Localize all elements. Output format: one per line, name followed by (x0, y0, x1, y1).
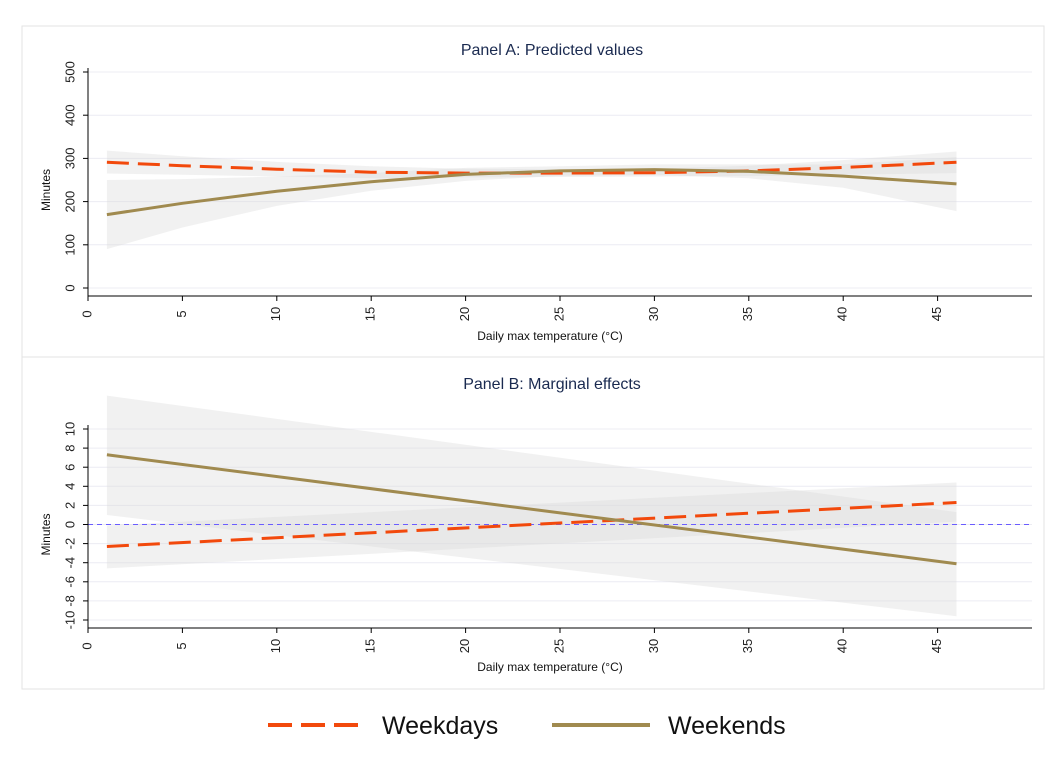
panel-b-x-tick-label: 25 (551, 639, 566, 653)
legend-label-weekdays: Weekdays (382, 712, 498, 740)
panel-b-x-tick-label: 40 (835, 639, 850, 653)
panel-b-x-tick-label: 15 (363, 639, 378, 653)
panel-b-y-tick-label: -4 (62, 557, 77, 569)
panel-b-y-tick-label: 10 (62, 422, 77, 436)
panel-a-x-tick-label: 10 (268, 307, 283, 321)
panel-a-y-tick-label: 300 (62, 148, 77, 170)
panel-b-line-weekends (106, 453, 957, 566)
legend: Weekdays Weekends (268, 712, 786, 740)
panel-b-y-tick-label: -10 (62, 611, 77, 630)
panel-b-x-tick-label: 10 (268, 639, 283, 653)
panel-a-x-tick-label: 15 (363, 307, 378, 321)
panel-b-title: Panel B: Marginal effects (463, 376, 641, 393)
panel-b-y-tick-label: 0 (62, 521, 77, 528)
panel-a-title: Panel A: Predicted values (461, 42, 643, 59)
panel-b-x-tick-label: 30 (646, 639, 661, 653)
panel-a-y-tick-label: 0 (62, 284, 77, 291)
panel-b-y-tick-label: 8 (62, 444, 77, 451)
panel-b-x-tick-label: 45 (929, 639, 944, 653)
panel-a-line-weekends (106, 168, 957, 217)
panel-a-frame (21, 25, 1045, 383)
panel-b-x-tick-label: 35 (740, 639, 755, 653)
panel-b-y-tick-label: -6 (62, 576, 77, 588)
panel-a-x-tick-label: 35 (740, 307, 755, 321)
panel-b-y-axis-label: Minutes (39, 513, 53, 555)
panel-a-x-tick-label: 5 (174, 310, 189, 317)
panel-b-y-tick-label: -8 (62, 595, 77, 607)
panel-b-marginal-effects: -10 -8 -6 -4 -2 0 2 4 6 8 10 0 5 10 15 20 25 30 35 40 45 Pane… (21, 356, 1045, 690)
panel-a-y-tick-label: 200 (62, 191, 77, 213)
panel-a-y-axis-label: Minutes (39, 169, 53, 211)
panel-a-x-tick-label: 30 (646, 307, 661, 321)
panel-a-ci-band-weekends (106, 157, 957, 250)
panel-a-x-tick-label: 25 (551, 307, 566, 321)
panel-b-x-tick-label: 20 (457, 639, 472, 653)
panel-b-x-axis-label: Daily max temperature (°C) (477, 660, 623, 674)
panel-b-ci-band-weekends (106, 395, 957, 617)
panel-b-frame (21, 356, 1045, 690)
panel-b-x-tick-label: 0 (79, 642, 94, 649)
panel-b-ci-band-weekdays (106, 482, 957, 569)
panel-a-x-tick-label: 45 (929, 307, 944, 321)
panel-b-y-tick-label: 2 (62, 502, 77, 509)
panel-a-y-tick-label: 400 (62, 104, 77, 126)
legend-label-weekends: Weekends (668, 712, 786, 740)
panel-b-x-tick-label: 5 (174, 642, 189, 649)
panel-a-x-tick-label: 0 (79, 310, 94, 317)
panel-a-y-tick-label: 500 (62, 61, 77, 83)
panel-b-y-tick-label: 4 (62, 483, 77, 490)
panel-a-x-tick-label: 20 (457, 307, 472, 321)
panel-a-predicted-values: 0 100 200 300 400 500 0 5 10 15 20 25 30 35 40 45 Panel … (21, 25, 1045, 383)
panel-b-confidence-bands (106, 395, 957, 617)
panel-a-x-tick-label: 40 (835, 307, 850, 321)
panel-a-x-axis-label: Daily max temperature (°C) (477, 329, 623, 343)
panel-b-y-tick-label: -2 (62, 538, 77, 550)
panel-b-y-tick-label: 6 (62, 464, 77, 471)
panel-b-line-weekdays (106, 501, 957, 548)
panel-a-y-tick-label: 100 (62, 234, 77, 256)
